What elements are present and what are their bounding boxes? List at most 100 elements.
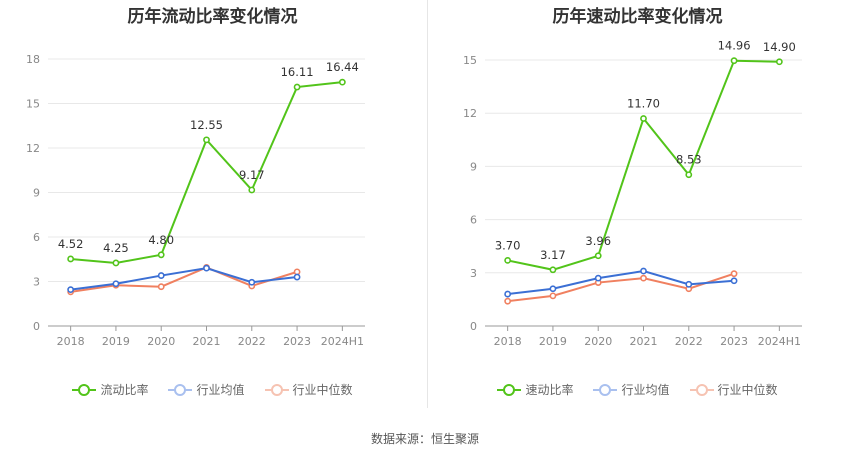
legend-label: 行业中位数 <box>717 383 778 397</box>
y-tick-label: 15 <box>463 54 477 67</box>
series-line <box>70 266 298 293</box>
data-point <box>549 285 557 293</box>
x-tick-label: 2020 <box>584 335 612 348</box>
data-source-note: 数据来源：恒生聚源 <box>370 432 479 446</box>
legend-item-industry-average[interactable]: 行业均值 <box>593 381 670 398</box>
legend-label: 行业均值 <box>196 383 245 397</box>
data-label: 16.44 <box>326 60 359 74</box>
data-point <box>549 292 557 300</box>
x-tick-label: 2022 <box>675 335 703 348</box>
data-point <box>293 83 301 91</box>
series-line <box>70 81 343 264</box>
legend-item-industry-average[interactable]: 行业均值 <box>168 381 245 398</box>
chart-title: 历年速动比率变化情况 <box>552 7 723 27</box>
legend-line-blue-icon <box>593 383 618 396</box>
y-tick-label: 18 <box>26 53 40 66</box>
y-tick-label: 3 <box>33 276 40 289</box>
x-tick-label: 2019 <box>102 335 130 348</box>
legend-label: 行业均值 <box>621 383 670 397</box>
data-label: 3.17 <box>540 248 566 262</box>
series-line <box>70 267 298 291</box>
panel-divider <box>427 0 428 408</box>
legend-item-quick-ratio[interactable]: 速动比率 <box>497 381 573 398</box>
current-ratio-chart: 历年流动比率变化情况 0 3 6 9 12 15 18 2018 2019 2020 2021 202… <box>0 0 425 420</box>
legend-line-orange-icon <box>264 383 289 396</box>
y-tick-label: 9 <box>33 187 40 200</box>
legend-line-orange-icon <box>689 383 714 396</box>
data-point <box>549 266 557 274</box>
current-ratio-plot: 0 3 6 9 12 15 18 2018 2019 2020 2021 2022 2023 2024H1… <box>26 53 365 348</box>
data-point <box>157 251 165 259</box>
data-point <box>67 286 75 294</box>
legend-item-industry-median[interactable]: 行业中位数 <box>689 381 778 398</box>
data-label: 14.90 <box>763 40 796 54</box>
data-point <box>67 255 75 263</box>
y-tick-label: 15 <box>26 98 40 111</box>
data-point <box>594 252 602 260</box>
series-line <box>507 270 735 296</box>
y-tick-label: 12 <box>463 107 477 120</box>
data-point <box>685 171 693 179</box>
data-label: 8.53 <box>676 153 702 167</box>
data-label: 4.80 <box>148 233 174 247</box>
x-tick-label: 2021 <box>193 335 221 348</box>
data-point <box>293 273 301 281</box>
data-point <box>112 280 120 288</box>
y-tick-label: 0 <box>33 320 40 333</box>
data-point <box>685 280 693 288</box>
data-label: 12.55 <box>190 118 223 132</box>
data-point <box>640 115 647 122</box>
legend-item-industry-median[interactable]: 行业中位数 <box>264 381 353 398</box>
x-tick-label: 2022 <box>238 335 266 348</box>
data-point <box>730 270 738 278</box>
legend-line-green-icon <box>497 383 522 396</box>
data-point <box>157 272 165 279</box>
legend: 流动比率 行业均值 行业中位数 <box>0 381 425 398</box>
data-point <box>203 264 210 272</box>
legend-label: 流动比率 <box>100 383 149 397</box>
y-tick-label: 6 <box>33 231 40 244</box>
data-point <box>504 290 512 298</box>
data-label: 16.11 <box>281 65 314 79</box>
x-tick-label: 2018 <box>57 335 85 348</box>
y-tick-label: 3 <box>470 267 477 280</box>
x-tick-label: 2019 <box>539 335 567 348</box>
data-point <box>730 57 738 65</box>
data-point <box>504 256 512 264</box>
data-point <box>248 278 256 286</box>
series-line <box>507 272 735 303</box>
data-point <box>248 186 256 194</box>
data-point <box>157 283 165 291</box>
data-point <box>112 259 120 267</box>
legend: 速动比率 行业均值 行业中位数 <box>425 381 850 398</box>
data-label: 14.96 <box>718 39 751 53</box>
legend-line-blue-icon <box>168 383 193 396</box>
data-point <box>594 274 602 282</box>
data-label: 9.17 <box>239 168 265 182</box>
data-label: 4.25 <box>103 241 129 255</box>
data-label: 3.96 <box>585 234 611 248</box>
series-line <box>507 59 780 271</box>
legend-line-green-icon <box>72 383 97 396</box>
y-tick-label: 6 <box>470 214 477 227</box>
x-tick-label: 2024H1 <box>758 335 801 348</box>
x-tick-label: 2020 <box>147 335 175 348</box>
quick-ratio-plot: 0 3 6 9 12 15 2018 2019 2020 2021 2022 2023 2024H1 3.… <box>463 39 802 348</box>
data-point <box>504 297 512 305</box>
quick-ratio-chart: 历年速动比率变化情况 0 3 6 9 12 15 2018 2019 2020 2021 2022 2… <box>425 0 850 420</box>
data-point <box>640 267 647 275</box>
data-point <box>338 78 346 86</box>
data-point <box>730 277 738 285</box>
y-tick-label: 9 <box>470 160 477 173</box>
data-label: 4.52 <box>58 237 84 251</box>
x-tick-label: 2018 <box>494 335 522 348</box>
x-tick-label: 2023 <box>283 335 311 348</box>
chart-title: 历年流动比率变化情况 <box>127 7 298 27</box>
data-point <box>640 274 647 282</box>
data-label: 3.70 <box>495 238 521 252</box>
data-label: 11.70 <box>627 97 660 111</box>
legend-item-current-ratio[interactable]: 流动比率 <box>72 381 148 398</box>
x-tick-label: 2021 <box>630 335 658 348</box>
x-tick-label: 2023 <box>720 335 748 348</box>
data-point <box>203 136 210 144</box>
